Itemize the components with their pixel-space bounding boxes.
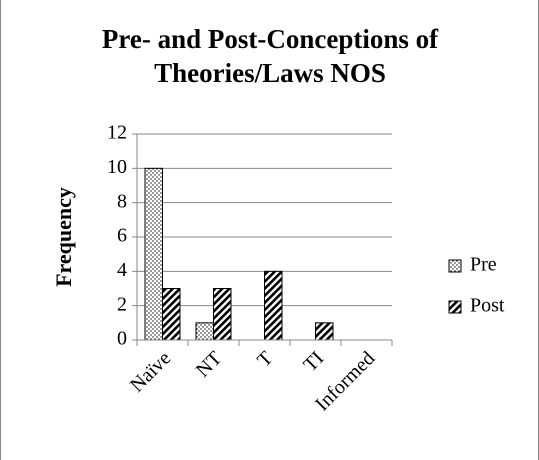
legend-swatch xyxy=(448,259,462,273)
y-tick-label: 2 xyxy=(117,293,127,315)
x-tick-label: TI xyxy=(299,347,328,376)
legend-label: Pre xyxy=(470,254,497,276)
x-tick-label: NT xyxy=(192,347,226,381)
bar xyxy=(162,288,181,341)
bar xyxy=(264,270,283,341)
bar xyxy=(144,167,163,341)
y-tick-label: 0 xyxy=(117,328,127,350)
y-tick-label: 8 xyxy=(117,190,127,212)
bar xyxy=(213,288,232,341)
legend-label: Post xyxy=(470,295,505,317)
bar xyxy=(315,322,334,341)
bar xyxy=(195,322,214,341)
x-tick-label: T xyxy=(253,347,277,371)
x-tick-label: Naïve xyxy=(126,347,175,396)
y-axis-label: Frequency xyxy=(51,187,76,287)
legend-swatch xyxy=(448,300,462,314)
chart-title: Pre- and Post-Conceptions of Theories/La… xyxy=(101,24,439,88)
y-tick-label: 12 xyxy=(107,122,127,144)
y-tick-label: 10 xyxy=(107,156,127,178)
y-tick-label: 4 xyxy=(117,259,127,281)
y-tick-label: 6 xyxy=(117,225,127,247)
